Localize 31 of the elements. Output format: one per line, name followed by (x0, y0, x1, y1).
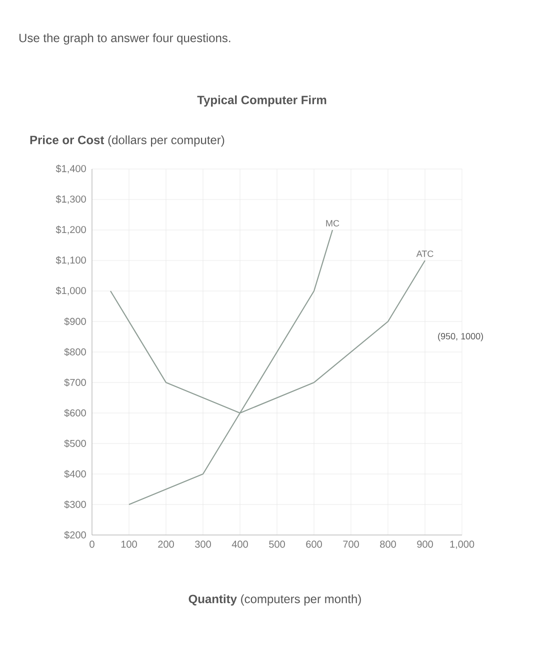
y-tick-label: $1,400 (56, 164, 86, 174)
x-tick-label: 800 (380, 540, 396, 548)
x-axis-title: Quantity (computers per month) (188, 594, 361, 606)
y-tick-label: $600 (64, 408, 86, 418)
x-tick-label: 700 (343, 540, 359, 548)
x-tick-label: 300 (195, 540, 211, 548)
x-tick-label: 500 (269, 540, 285, 548)
chart-title: Typical Computer Firm (197, 95, 326, 107)
y-tick-label: $900 (64, 317, 86, 326)
x-tick-label: 200 (158, 540, 174, 548)
x-tick-label: 900 (417, 540, 433, 548)
y-tick-label: $400 (64, 470, 86, 478)
y-tick-label: $200 (64, 530, 86, 540)
y-axis-title: Price or Cost (dollars per computer) (30, 135, 224, 147)
y-tick-label: $1,100 (56, 256, 86, 265)
y-tick-label: $1,300 (56, 195, 86, 204)
text: Use the graph to answer four questions. (19, 33, 230, 45)
y-tick-label: $700 (64, 378, 86, 387)
annotation: (950, 1000) (438, 332, 483, 342)
y-tick-label: $500 (64, 439, 86, 448)
x-tick-label: 600 (306, 540, 322, 548)
x-tick-label: 0 (90, 540, 94, 548)
x-tick-label: 1,000 (450, 540, 474, 549)
series-label: ATC (416, 250, 434, 257)
x-tick-label: 400 (232, 540, 248, 548)
y-tick-label: $1,000 (56, 286, 86, 296)
y-tick-label: $300 (64, 500, 86, 509)
y-tick-label: $1,200 (56, 226, 86, 234)
x-tick-label: 100 (121, 540, 137, 548)
series-label: MC (326, 220, 340, 226)
y-tick-label: $800 (64, 348, 86, 356)
